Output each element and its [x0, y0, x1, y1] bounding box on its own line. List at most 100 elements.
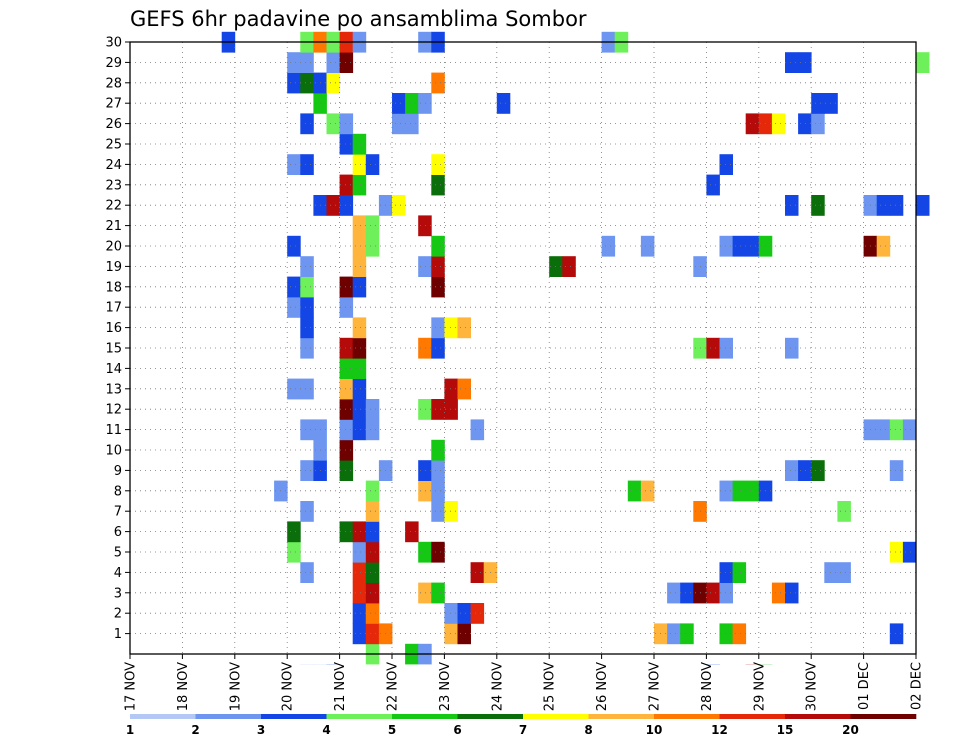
heatmap-cell	[418, 93, 432, 114]
heatmap-cell	[339, 52, 354, 73]
y-tick-label: 4	[114, 566, 122, 581]
colorbar-label: 3	[257, 723, 265, 737]
heatmap-cell	[444, 603, 458, 624]
colorbar-label: 15	[777, 723, 794, 737]
heatmap-cell	[339, 195, 354, 216]
heatmap-cell	[431, 235, 445, 257]
colorbar-label: 20	[842, 723, 859, 737]
colorbar-segment	[326, 714, 393, 719]
heatmap-cell	[916, 52, 930, 73]
colorbar-segment	[719, 714, 786, 719]
heatmap-cell	[732, 480, 747, 502]
heatmap-cell	[392, 195, 406, 216]
y-tick-label: 30	[105, 36, 122, 51]
heatmap-cell	[418, 256, 432, 277]
heatmap-cell	[916, 195, 930, 216]
heatmap-cell	[365, 562, 380, 583]
colorbar-label: 1	[126, 723, 134, 737]
heatmap-cell	[365, 582, 380, 604]
heatmap-cell	[352, 317, 367, 339]
heatmap-cell	[287, 297, 301, 318]
heatmap-cell	[889, 541, 904, 563]
heatmap-cell	[457, 317, 471, 339]
heatmap-cell	[326, 72, 340, 94]
y-tick-label: 27	[105, 97, 122, 112]
heatmap-cell	[352, 541, 367, 563]
heatmap-cell	[496, 93, 511, 114]
heatmap-cell	[287, 276, 301, 298]
heatmap-cell	[719, 337, 733, 359]
y-tick-label: 2	[114, 607, 122, 622]
heatmap-cell	[392, 93, 406, 114]
heatmap-cell	[352, 623, 367, 645]
x-tick-label: 02 DEC	[910, 662, 925, 710]
heatmap-cell	[601, 235, 616, 257]
heatmap-cell	[889, 419, 904, 441]
heatmap-cell	[902, 419, 917, 441]
heatmap-cell	[326, 195, 340, 216]
colorbar-label: 8	[584, 723, 592, 737]
heatmap-cell	[444, 501, 458, 522]
heatmap-cell	[785, 195, 799, 216]
y-tick-label: 18	[105, 280, 122, 295]
heatmap-cell	[300, 276, 314, 298]
heatmap-cell	[745, 113, 760, 135]
heatmap-cell	[365, 521, 380, 543]
heatmap-cell	[431, 276, 445, 298]
heatmap-cell	[798, 113, 812, 135]
heatmap-cell	[719, 480, 733, 502]
heatmap-cell	[326, 52, 340, 73]
heatmap-cell	[392, 113, 406, 135]
heatmap-cell	[418, 399, 432, 420]
y-tick-label: 15	[105, 342, 122, 357]
heatmap-cell	[627, 480, 642, 502]
heatmap-cell	[719, 235, 733, 257]
y-tick-label: 29	[105, 56, 122, 71]
heatmap-cell	[300, 297, 314, 318]
heatmap-cell	[431, 480, 445, 502]
y-tick-label: 13	[105, 382, 122, 397]
heatmap-cell	[457, 603, 471, 624]
y-tick-label: 19	[105, 260, 122, 275]
heatmap-cell	[837, 501, 851, 522]
x-tick-label: 18 NOV	[176, 662, 191, 711]
heatmap-cell	[431, 317, 445, 339]
heatmap-cell	[365, 235, 380, 257]
heatmap-cell	[339, 337, 354, 359]
heatmap-cell	[431, 256, 445, 277]
heatmap-cell	[405, 113, 419, 135]
y-tick-label: 5	[114, 546, 122, 561]
heatmap-cell	[680, 623, 694, 645]
y-tick-label: 21	[105, 219, 122, 234]
colorbar-segment	[588, 714, 655, 719]
heatmap-cell	[339, 399, 354, 420]
heatmap-cell	[365, 603, 380, 624]
heatmap-cell	[876, 419, 891, 441]
heatmap-cell	[902, 541, 917, 563]
colorbar-label: 7	[519, 723, 527, 737]
colorbar-segment	[392, 714, 458, 719]
y-tick-label: 7	[114, 505, 122, 520]
heatmap-cell	[365, 501, 380, 522]
heatmap-cell	[300, 113, 314, 135]
heatmap-cell	[365, 480, 380, 502]
heatmap-cell	[352, 215, 367, 237]
y-tick-label: 28	[105, 76, 122, 91]
heatmap-cell	[562, 256, 576, 277]
heatmap-cell	[680, 582, 694, 604]
heatmap-cell	[300, 256, 314, 277]
heatmap-cell	[352, 521, 367, 543]
heatmap-cell	[352, 562, 367, 583]
heatmap-cell	[771, 582, 786, 604]
heatmap-cell	[732, 623, 747, 645]
heatmap-cell	[300, 562, 314, 583]
heatmap-cell	[431, 337, 445, 359]
heatmap-cell	[811, 195, 825, 216]
heatmap-cell	[326, 113, 340, 135]
heatmap-cell	[889, 195, 904, 216]
heatmap-cell	[352, 133, 367, 155]
heatmap-cell	[798, 52, 812, 73]
heatmap-cell	[811, 93, 825, 114]
y-tick-label: 17	[105, 301, 122, 316]
